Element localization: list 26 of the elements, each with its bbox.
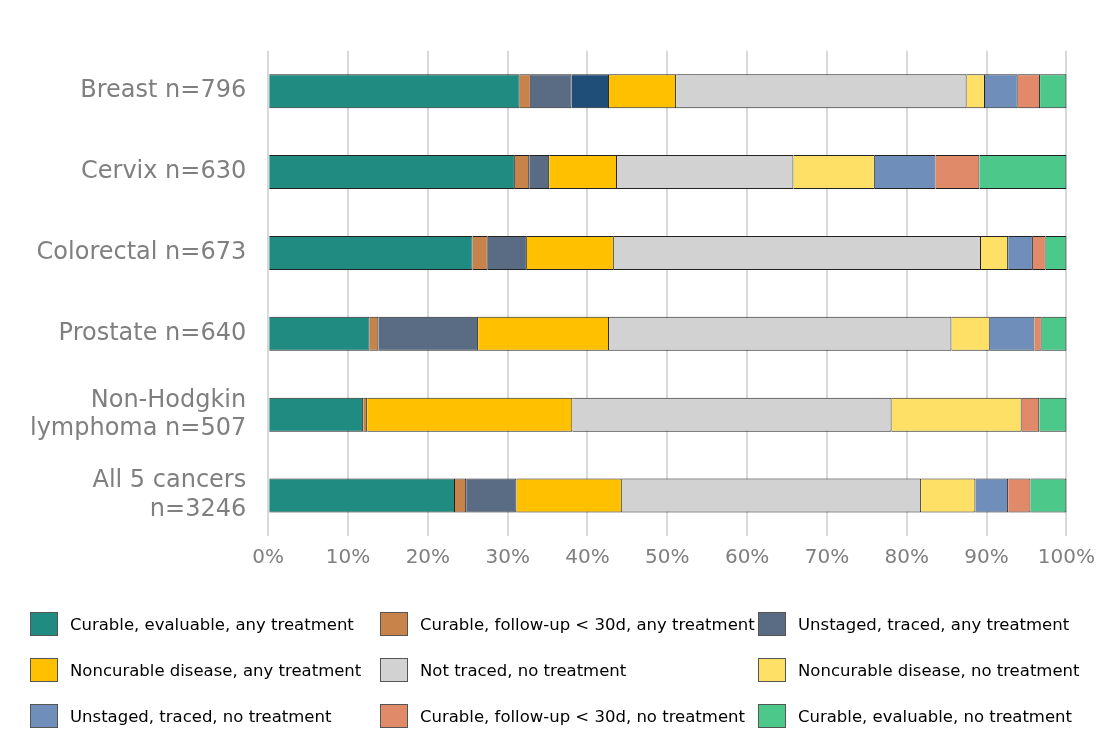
- x-tick-label: 40%: [565, 544, 610, 569]
- legend-label: Curable, follow-up < 30d, any treatment: [420, 614, 755, 634]
- x-tick-label: 50%: [645, 544, 690, 569]
- legend-label: Noncurable disease, no treatment: [798, 660, 1080, 680]
- legend-label: Unstaged, traced, no treatment: [70, 706, 332, 726]
- x-tick-label: 100%: [1037, 544, 1095, 569]
- x-tick-label: 60%: [724, 544, 770, 569]
- y-tick-label: Non-Hodgkin lymphoma n=507: [29, 384, 247, 442]
- x-tick-label: 10%: [325, 544, 371, 569]
- y-tick-label: Colorectal n=673: [36, 237, 247, 266]
- legend-label: Curable, evaluable, any treatment: [70, 614, 354, 634]
- x-tick-label: 90%: [964, 544, 1009, 569]
- legend-label: Curable, follow-up < 30d, no treatment: [420, 706, 745, 726]
- x-tick-label: 30%: [485, 544, 530, 569]
- y-tick-label: Breast n=796: [80, 75, 247, 104]
- legend-label: Noncurable disease, any treatment: [70, 660, 362, 680]
- y-tick-label: Cervix n=630: [80, 156, 247, 185]
- y-tick-label: Prostate n=640: [58, 318, 247, 347]
- legend-label: Unstaged, traced, any treatment: [798, 614, 1070, 634]
- x-tick-label: 20%: [405, 544, 451, 569]
- x-tick-label: 80%: [884, 544, 929, 569]
- legend-label: Not traced, no treatment: [420, 660, 627, 680]
- legend-label: Curable, evaluable, no treatment: [798, 706, 1073, 726]
- y-tick-label: All 5 cancers n=3246: [92, 465, 247, 523]
- x-tick-label: 70%: [804, 544, 850, 569]
- x-tick-label: 0%: [252, 544, 285, 569]
